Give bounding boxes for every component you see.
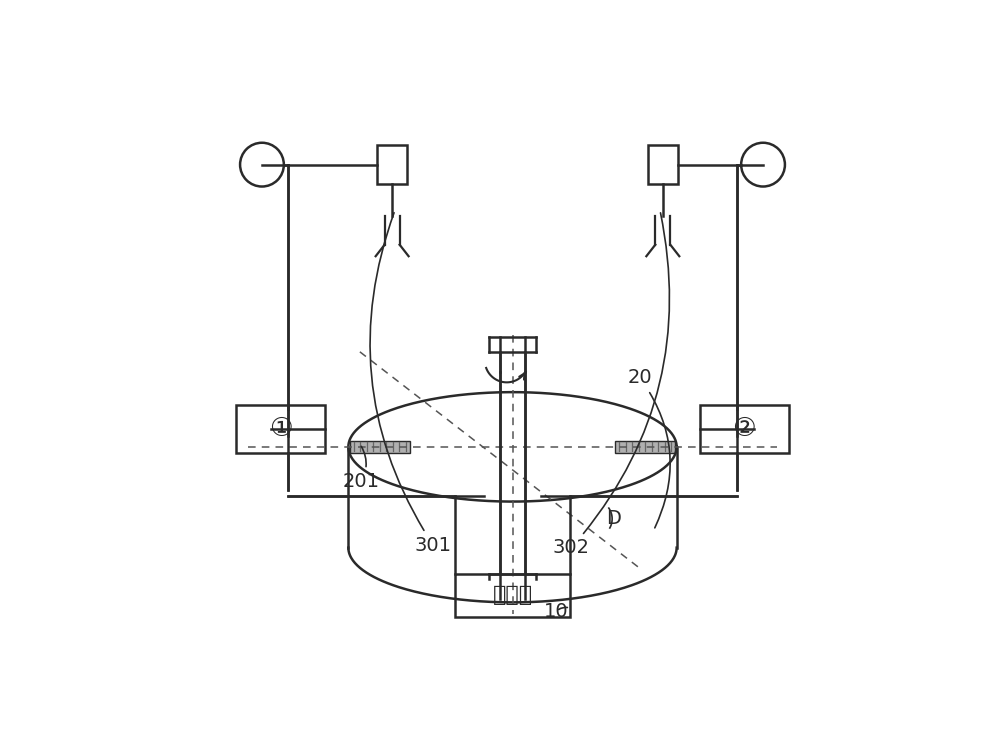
Text: 301: 301 <box>370 212 452 554</box>
Bar <box>615 441 675 453</box>
Text: 10: 10 <box>544 601 569 621</box>
Bar <box>350 441 410 453</box>
Bar <box>271 409 305 437</box>
Bar <box>648 145 678 184</box>
Bar <box>236 405 325 453</box>
Bar <box>455 574 570 617</box>
Bar <box>377 145 407 184</box>
Bar <box>700 405 789 453</box>
Text: ②: ② <box>733 416 756 442</box>
Text: 20: 20 <box>628 369 670 528</box>
Bar <box>720 409 754 437</box>
Text: 302: 302 <box>553 213 669 557</box>
Text: 驱动器: 驱动器 <box>492 585 533 605</box>
Text: 201: 201 <box>343 447 380 491</box>
Text: ①: ① <box>269 416 292 442</box>
Text: D: D <box>606 509 621 528</box>
